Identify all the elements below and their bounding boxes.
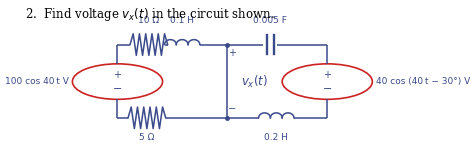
Text: 0.005 F: 0.005 F [254,16,287,24]
Text: 10 Ω: 10 Ω [138,16,159,24]
Text: −: − [113,84,122,94]
Text: −: − [323,84,332,94]
Text: +: + [323,70,331,80]
Text: 100 cos 40 t V: 100 cos 40 t V [5,77,68,86]
Text: −: − [228,104,236,114]
Text: 2.  Find voltage $v_x(t)$ in the circuit shown.: 2. Find voltage $v_x(t)$ in the circuit … [25,6,275,23]
Text: 5 Ω: 5 Ω [139,133,155,142]
Text: 40 cos (40 t − 30°) V: 40 cos (40 t − 30°) V [376,77,471,86]
Text: 0.1 H: 0.1 H [170,16,194,24]
Text: +: + [113,70,121,80]
Text: +: + [228,48,236,58]
Text: $v_x(t)$: $v_x(t)$ [241,73,268,90]
Text: 0.2 H: 0.2 H [264,133,288,142]
